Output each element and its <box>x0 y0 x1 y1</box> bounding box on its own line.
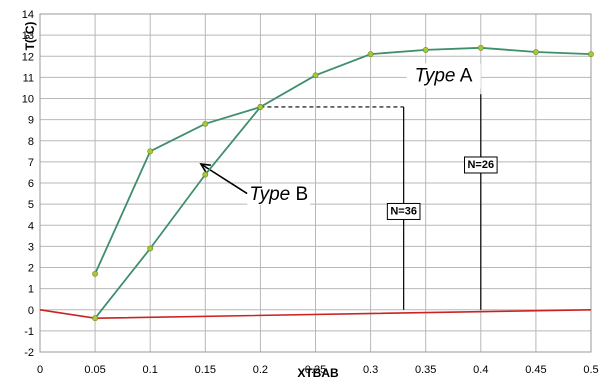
y-tick-label: 1 <box>28 284 34 296</box>
plot-frame <box>39 13 592 353</box>
y-axis-title: T(°C) <box>23 22 37 51</box>
type-b-letter: B <box>296 184 309 205</box>
data-point-type-a <box>422 47 429 53</box>
y-tick-label: 14 <box>22 9 34 21</box>
type-b-arrow-shaft <box>200 163 248 195</box>
n26-label: N=26 <box>463 156 498 174</box>
x-tick-label: 0.25 <box>305 364 326 376</box>
type-a-label: Type A <box>406 63 481 89</box>
x-axis-title: XTBAB <box>297 366 339 380</box>
series-markers <box>92 44 594 322</box>
type-a-prefix: Type <box>415 66 456 87</box>
y-tick-label: 5 <box>28 199 34 211</box>
y-tick-label: 2 <box>28 263 34 275</box>
x-tick-label: 0.15 <box>195 364 216 376</box>
y-tick-label: -1 <box>24 326 34 338</box>
type-b-label: Type B <box>247 183 311 205</box>
data-point-type-a <box>92 315 98 322</box>
type-b-label-background <box>247 183 311 205</box>
data-point-type-b <box>92 270 98 277</box>
n26-label-box <box>463 156 498 174</box>
series-line-type-a <box>94 46 592 319</box>
data-point-type-b <box>257 104 264 110</box>
y-tick-label: 11 <box>23 72 34 84</box>
x-tick-label: 0.3 <box>363 364 378 376</box>
data-point-type-a <box>477 44 484 51</box>
x-tick-label: 0 <box>37 364 43 376</box>
y-tick-label: 12 <box>22 51 34 63</box>
type-b-prefix: Type <box>249 184 290 205</box>
data-point-type-a <box>202 171 209 178</box>
x-tick-label: 0.35 <box>415 364 436 376</box>
y-tick-label: 7 <box>28 157 34 169</box>
y-tick-label: 3 <box>28 241 34 253</box>
x-tick-label: 0.2 <box>253 364 268 376</box>
n26-label-text: N=26 <box>467 159 494 171</box>
n36-label-text: N=36 <box>390 205 417 217</box>
data-point-type-b <box>147 148 154 155</box>
y-tick-label: 4 <box>28 220 34 232</box>
data-point-type-a <box>312 72 319 79</box>
x-tick-label: 0.45 <box>525 364 546 376</box>
x-tick-label: 0.05 <box>84 364 105 376</box>
type-a-letter: A <box>460 66 473 87</box>
y-tick-label: 0 <box>28 305 34 317</box>
x-tick-label: 0.5 <box>583 364 598 376</box>
data-point-type-a <box>367 51 374 58</box>
x-tick-label: 0.1 <box>143 364 158 376</box>
y-tick-label: 13 <box>22 30 34 42</box>
type-a-label-text: Type A <box>415 66 473 87</box>
type-b-label-text: Type B <box>249 184 308 205</box>
data-point-type-a <box>147 245 154 252</box>
y-tick-label: 9 <box>28 115 34 127</box>
n36-label-box <box>386 202 421 220</box>
n36-label: N=36 <box>386 202 421 220</box>
data-point-type-b <box>202 120 209 127</box>
data-point-type-a <box>533 49 539 55</box>
y-tick-label: 8 <box>28 136 34 148</box>
y-tick-label: -2 <box>24 347 34 359</box>
type-a-label-background <box>406 63 481 89</box>
y-tick-label: 6 <box>28 178 34 190</box>
x-tick-label: 0.4 <box>473 364 488 376</box>
grid <box>39 13 592 353</box>
y-tick-label: 10 <box>22 94 34 106</box>
series-line-type-b <box>94 106 261 275</box>
type-b-arrow-head <box>199 163 211 173</box>
data-point-type-a <box>588 51 594 58</box>
